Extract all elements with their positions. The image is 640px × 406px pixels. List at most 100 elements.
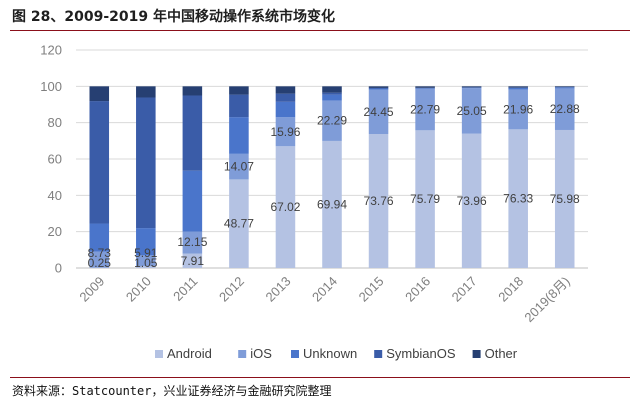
bar-segment-android: [461, 133, 482, 268]
bar-segment-other: [275, 86, 296, 94]
data-label-android: 69.94: [317, 197, 347, 211]
bar-segment-other: [89, 86, 110, 102]
legend-label-ios: iOS: [250, 346, 272, 361]
x-tick-label: 2011: [170, 274, 200, 304]
bar-segment-ios: [554, 88, 575, 130]
data-label-ios: 15.96: [270, 125, 300, 139]
y-tick-label: 0: [55, 261, 62, 276]
bar-segment-ios: [136, 255, 156, 267]
data-label-ios: 21.96: [503, 102, 533, 116]
legend-label-android: Android: [167, 346, 212, 361]
bar-segment-unknown: [554, 87, 575, 89]
data-label-android: 7.91: [181, 254, 205, 268]
bar-segment-other: [322, 86, 342, 93]
data-label-android: 75.98: [550, 192, 580, 206]
bar-segment-android: [554, 129, 575, 268]
bar-segment-other: [508, 86, 528, 88]
bar-stacks: [89, 86, 575, 268]
bar-segment-ios: [89, 251, 110, 268]
legend-swatch-android: [155, 350, 163, 358]
source-rule: [10, 377, 630, 378]
figure-title: 图 28、2009-2019 年中国移动操作系统市场变化: [12, 9, 335, 25]
data-label-ios: 25.05: [457, 104, 487, 118]
bar-segment-unknown: [415, 88, 435, 89]
x-axis: 2009 2010 2011 2012 2013 2014 2015 2016 2017 2018…: [76, 274, 573, 325]
data-label-ios: 8.73: [88, 246, 112, 260]
y-tick-label: 60: [48, 152, 62, 167]
bar-segment-android: [229, 179, 249, 268]
bar-segment-android: [508, 129, 528, 268]
data-label-ios: 14.07: [224, 160, 254, 174]
data-label-ios: 5.91: [134, 246, 158, 260]
bar-segment-unknown: [229, 117, 249, 154]
bar-segment-unknown: [89, 223, 110, 252]
x-tick-label: 2019(8月): [521, 274, 572, 325]
bar-segment-symbianos: [368, 87, 389, 89]
bar-segment-other: [461, 86, 482, 88]
data-label-android: 48.77: [224, 217, 254, 231]
bar-segment-symbianos: [182, 95, 203, 171]
x-tick-label: 2018: [495, 274, 526, 305]
bar-segment-android: [322, 140, 342, 268]
x-tick-label: 2014: [309, 274, 340, 305]
bar-segment-android: [182, 253, 203, 268]
bar-segment-other: [415, 86, 435, 88]
data-label-android: 0.25: [88, 256, 112, 270]
bar-segment-other: [182, 86, 203, 96]
data-label-android: 76.33: [503, 192, 533, 206]
data-labels: 0.258.73 1.055.91 7.91 12.15 48.77 14.07 67.02…: [88, 102, 580, 270]
x-tick-label: 2013: [263, 274, 294, 305]
data-label-ios: 22.79: [410, 103, 440, 117]
data-label-android: 75.79: [410, 192, 440, 206]
data-label-ios: 22.29: [317, 114, 347, 128]
bar-segment-ios: [461, 88, 482, 134]
x-tick-label: 2015: [356, 274, 387, 305]
bar-segment-symbianos: [322, 92, 342, 95]
legend-swatch-unknown: [291, 350, 299, 358]
bar-segment-symbianos: [275, 93, 296, 102]
legend-label-unknown: Unknown: [303, 346, 357, 361]
data-label-android: 73.76: [364, 194, 394, 208]
title-rule: [10, 30, 630, 31]
legend-swatch-other: [472, 350, 481, 358]
bar-segment-android: [275, 146, 296, 268]
legend-label-other: Other: [485, 346, 518, 361]
data-label-ios: 12.15: [177, 235, 207, 249]
bar-segment-unknown: [136, 228, 156, 256]
bar-segment-android: [415, 130, 435, 268]
y-tick-label: 80: [48, 115, 62, 130]
x-tick-label: 2012: [216, 274, 247, 305]
source-note: 资料来源：Statcounter，兴业证券经济与金融研究院整理: [12, 384, 332, 398]
bar-segment-other: [368, 86, 389, 88]
bar-segment-other: [136, 86, 156, 98]
legend-label-symbianos: SymbianOS: [386, 346, 456, 361]
bar-segment-unknown: [275, 101, 296, 118]
y-tick-label: 20: [48, 224, 62, 239]
y-axis: 0 20 40 60 80 100 120: [40, 43, 62, 276]
y-tick-label: 40: [48, 188, 62, 203]
x-tick-label: 2010: [123, 274, 154, 305]
x-tick-label: 2016: [402, 274, 433, 305]
bar-segment-android: [368, 134, 389, 268]
bar-segment-ios: [508, 89, 528, 130]
legend-swatch-ios: [238, 350, 247, 358]
y-tick-label: 120: [40, 43, 62, 58]
bar-segment-ios: [415, 88, 435, 131]
bar-segment-unknown: [508, 87, 528, 90]
bar-segment-ios: [322, 100, 342, 141]
bar-segment-unknown: [322, 94, 342, 101]
bar-segment-android: [136, 266, 156, 268]
bar-segment-unknown: [182, 170, 203, 232]
bar-segment-ios: [229, 153, 249, 180]
legend-swatch-symbianos: [374, 350, 383, 358]
data-label-ios: 24.45: [364, 105, 394, 119]
data-label-android: 73.96: [457, 194, 487, 208]
data-label-android: 1.05: [134, 256, 158, 270]
bar-segment-symbianos: [229, 94, 249, 118]
bar-segment-unknown: [368, 88, 389, 90]
x-tick-label: 2017: [449, 274, 480, 305]
bar-segment-other: [229, 86, 249, 95]
y-tick-label: 100: [40, 79, 62, 94]
bar-segment-ios: [182, 231, 203, 254]
